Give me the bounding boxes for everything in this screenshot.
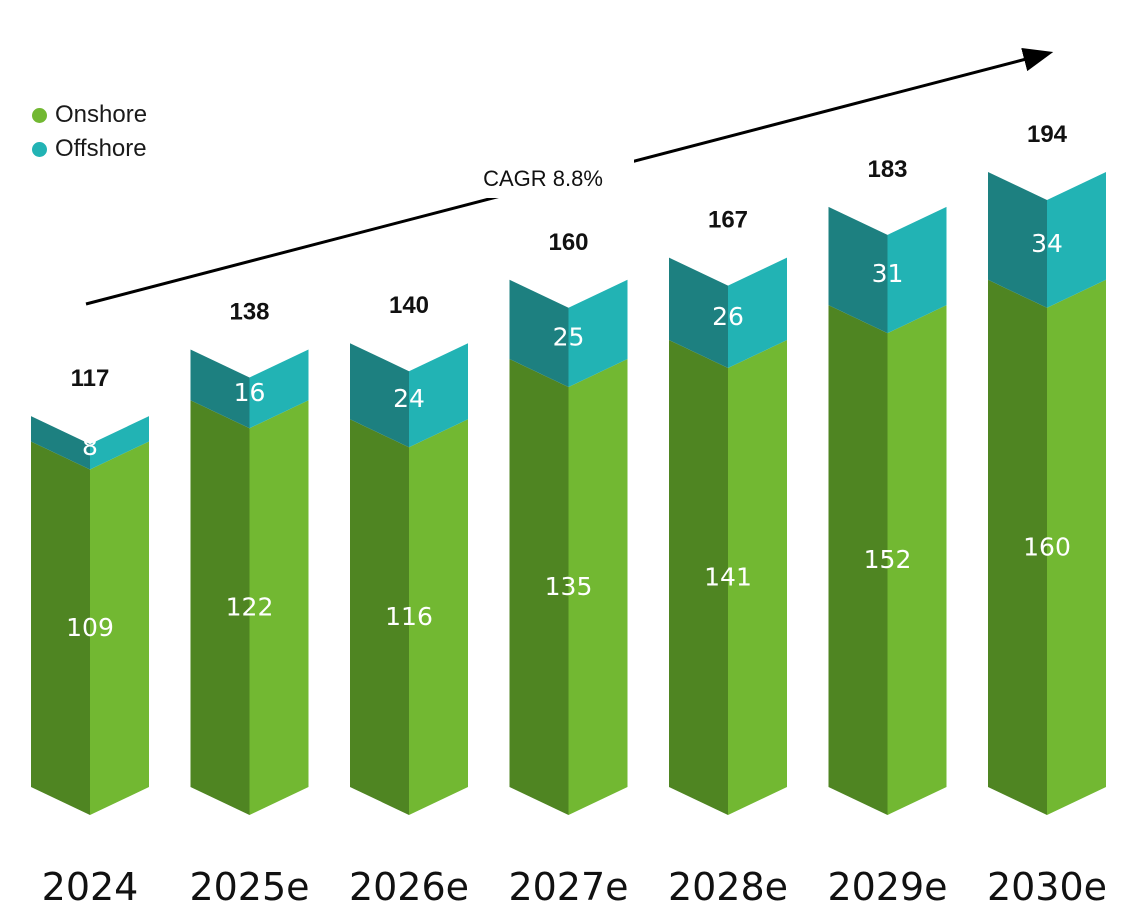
bar-offshore-right-2028e [728, 257, 787, 369]
bar-onshore-right-2028e [728, 340, 787, 815]
bar-onshore-right-2025e [249, 400, 309, 815]
legend-item-onshore: Onshore [32, 98, 147, 132]
bar-onshore-right-2026e [409, 419, 468, 815]
bar-onshore-left-2025e [190, 400, 250, 815]
label-total-2030e: 194 [1027, 121, 1068, 148]
bar-onshore-left-2024 [31, 441, 90, 815]
bar-offshore-left-2024 [31, 416, 90, 470]
label-onshore-2030e: 160 [1023, 532, 1071, 561]
legend-item-offshore: Offshore [32, 132, 147, 166]
bar-onshore-left-2030e [988, 279, 1047, 815]
label-onshore-2025e: 122 [226, 593, 274, 622]
x-tick-2026e: 2026e [349, 865, 469, 909]
bar-offshore-right-2026e [409, 343, 468, 448]
bar-offshore-right-2027e [568, 279, 628, 388]
bar-onshore-left-2029e [828, 305, 888, 815]
x-tick-2030e: 2030e [987, 865, 1107, 909]
legend: Onshore Offshore [32, 98, 147, 166]
label-offshore-2024: 8 [82, 432, 98, 461]
cagr-label-background [462, 158, 634, 198]
bar-onshore-left-2026e [350, 419, 409, 815]
x-tick-2024: 2024 [42, 865, 139, 909]
bar-offshore-left-2030e [988, 172, 1047, 308]
x-tick-2029e: 2029e [827, 865, 947, 909]
bar-onshore-left-2027e [509, 359, 569, 815]
bar-offshore-right-2030e [1047, 172, 1106, 308]
x-tick-2027e: 2027e [508, 865, 628, 909]
bars-group: 109 8 117 2024 122 16 138 2025e 116 24 140 2026e 135… [31, 121, 1107, 909]
cagr-label: CAGR 8.8% [483, 166, 603, 191]
x-tick-2025e: 2025e [189, 865, 309, 909]
legend-label-offshore: Offshore [55, 135, 147, 162]
label-offshore-2030e: 34 [1031, 229, 1063, 258]
label-offshore-2025e: 16 [234, 378, 266, 407]
legend-swatch-offshore [32, 141, 47, 157]
bar-offshore-right-2025e [249, 349, 309, 429]
bar-offshore-left-2029e [828, 206, 888, 334]
bar-onshore-right-2030e [1047, 279, 1106, 815]
label-total-2024: 117 [71, 365, 110, 392]
bar-offshore-right-2029e [887, 206, 947, 334]
label-total-2027e: 160 [548, 229, 588, 256]
bar-offshore-left-2027e [509, 279, 569, 388]
label-onshore-2028e: 141 [704, 563, 752, 592]
bar-offshore-left-2026e [350, 343, 409, 448]
label-offshore-2029e: 31 [872, 259, 904, 288]
bar-offshore-right-2024 [90, 416, 149, 470]
label-total-2026e: 140 [389, 292, 429, 319]
label-offshore-2028e: 26 [712, 302, 744, 331]
x-tick-2028e: 2028e [668, 865, 788, 909]
label-total-2025e: 138 [229, 299, 269, 326]
label-onshore-2026e: 116 [385, 602, 433, 631]
bar-offshore-left-2028e [669, 257, 728, 369]
label-total-2028e: 167 [708, 207, 748, 234]
legend-swatch-onshore [32, 107, 47, 123]
bar-onshore-right-2029e [887, 305, 947, 815]
label-total-2029e: 183 [867, 156, 907, 183]
label-onshore-2029e: 152 [864, 545, 912, 574]
label-onshore-2024: 109 [66, 613, 114, 642]
legend-label-onshore: Onshore [55, 101, 148, 128]
bar-offshore-left-2025e [190, 349, 250, 429]
label-onshore-2027e: 135 [545, 572, 593, 601]
bar-onshore-right-2027e [568, 359, 628, 815]
bar-onshore-left-2028e [669, 340, 728, 815]
label-offshore-2027e: 25 [553, 322, 585, 351]
bar-onshore-right-2024 [90, 441, 149, 815]
label-offshore-2026e: 24 [393, 384, 425, 413]
